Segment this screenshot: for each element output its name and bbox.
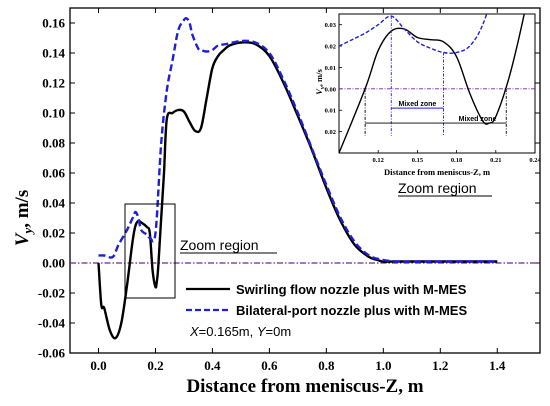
y-axis-title: Vy, m/s: [12, 190, 35, 246]
legend: Swirling flow nozzle plus with M-MES Bil…: [186, 282, 467, 339]
inset-x-tick-label: 0.12: [373, 157, 384, 164]
y-tick-label: 0.10: [42, 106, 65, 121]
inset-y-title: Vy, m/s: [314, 69, 326, 95]
mixed-zone-label-2: Mixed zone: [459, 116, 497, 123]
x-tick-label: 1.2: [432, 358, 448, 373]
inset-y-tick-label: 0.00: [325, 86, 336, 93]
inset-line-swirling: [339, 14, 525, 153]
inset-y-tick-label: 0.03: [325, 22, 337, 29]
inset-chart: 0.02 0.01 0.00 0.01 0.02 0.03 0.12 0.15 0.18 0.21…: [314, 13, 541, 197]
x-tick-label: 1.0: [375, 358, 391, 373]
x-tick-label: 0.4: [204, 358, 221, 373]
plot-frame: [69, 7, 541, 354]
inset-x-tick-label: 0.18: [451, 157, 463, 164]
inset-line-bilateral: [339, 14, 488, 54]
inset-series: [339, 14, 525, 153]
mixed-zone-label-1: Mixed zone: [399, 101, 437, 108]
x-axis-title: Distance from meniscus-Z, m: [186, 376, 423, 397]
inset-zoom-label: Zoom region: [398, 180, 477, 196]
inset-annotations: Mixed zone Mixed zone: [364, 16, 507, 136]
legend-label-solid: Swirling flow nozzle plus with M-MES: [236, 282, 467, 297]
zoom-box: [124, 203, 176, 299]
y-tick-label: 0.06: [42, 166, 65, 181]
zoom-region-label: Zoom region: [180, 237, 259, 253]
inset-x-title: Distance from meniscus-Z, m: [384, 167, 490, 177]
y-tick-label: 0.08: [42, 136, 65, 151]
inset-x-tick-label: 0.24: [529, 157, 541, 164]
y-tick-label: -0.06: [38, 346, 66, 361]
series-line-swirling: [97, 41, 498, 340]
series-layer: [97, 17, 498, 340]
inset-y-tick-label: 0.02: [325, 129, 336, 136]
y-tick-label: -0.02: [38, 286, 65, 301]
y-tick-label: 0.04: [42, 196, 65, 211]
inset-background: [338, 13, 536, 154]
x-tick-label: 0.6: [261, 358, 278, 373]
legend-label-dashed: Bilateral-port nozzle plus with M-MES: [236, 303, 467, 318]
y-tick-label: 0.00: [42, 256, 65, 271]
inset-y-tick-label: 0.01: [325, 108, 336, 115]
inset-y-tick-label: 0.01: [325, 65, 336, 72]
inset-x-tick-label: 0.15: [412, 157, 424, 164]
condition-text: X=0.165m, Y=0m: [189, 324, 291, 339]
y-tick-label: 0.14: [42, 46, 65, 61]
x-axis-ticks: 0.0 0.2 0.4 0.6 0.8 1.0 1.2 1.4: [90, 8, 506, 373]
y-axis-ticks: -0.06 -0.04 -0.02 0.00 0.02 0.04 0.06 0.08 0.10 0…: [38, 16, 540, 361]
y-tick-label: 0.16: [42, 16, 65, 31]
y-tick-label: 0.02: [42, 226, 65, 241]
inset-x-tick-label: 0.21: [490, 157, 501, 164]
y-tick-label: -0.04: [38, 316, 66, 331]
x-tick-label: 0.0: [90, 358, 106, 373]
inset-y-tick-label: 0.02: [325, 44, 336, 51]
x-tick-label: 0.8: [318, 358, 335, 373]
x-tick-label: 1.4: [489, 358, 506, 373]
y-tick-label: 0.12: [42, 76, 65, 91]
x-tick-label: 0.2: [147, 358, 163, 373]
